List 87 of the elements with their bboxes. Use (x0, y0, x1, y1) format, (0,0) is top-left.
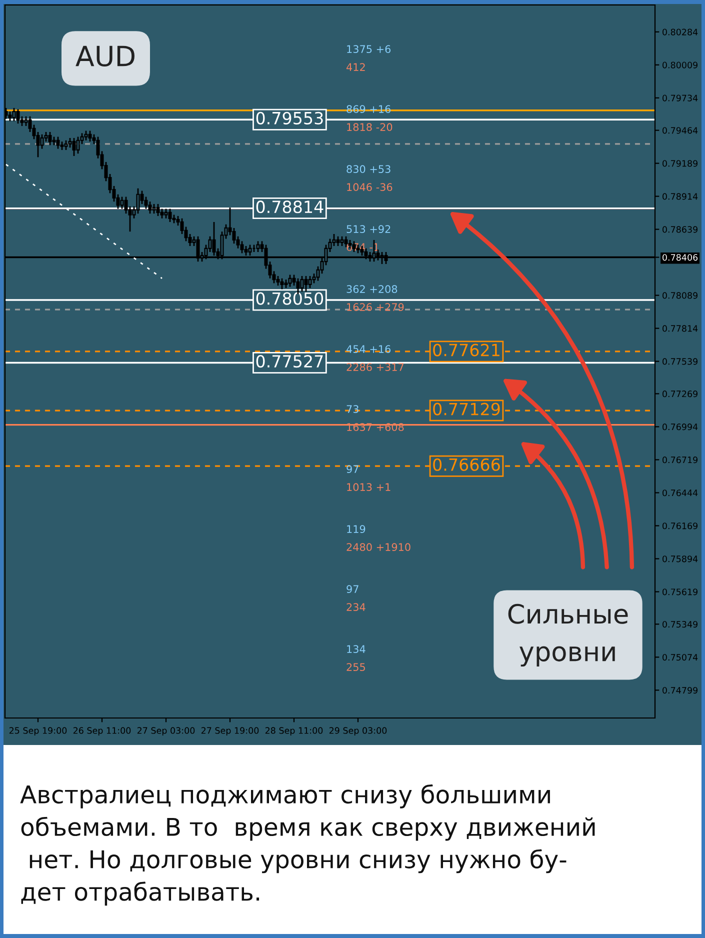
x-tick-label: 27 Sep 19:00 (201, 727, 259, 736)
candlestick (340, 236, 344, 247)
x-tick-label: 27 Sep 03:00 (137, 727, 195, 736)
y-tick-label: 0.76444 (662, 490, 698, 496)
annotation: 362 +208 (346, 285, 398, 294)
y-tick-label: 0.75349 (662, 620, 698, 628)
candlestick (72, 137, 76, 157)
annotation: Сильные уровни (508, 604, 628, 667)
candlestick (76, 136, 80, 154)
candlestick (16, 108, 20, 124)
y-tick-label: 0.80009 (662, 62, 698, 68)
annotation: 1818 -20 (347, 123, 392, 132)
ref-line-label: 0.79553 (256, 112, 323, 124)
annotation: 73 (346, 405, 358, 414)
x-tick-label: 25 Sep 19:00 (9, 727, 67, 736)
y-tick-label: 0.80284 (662, 28, 698, 36)
y-tick-label: 0.79189 (662, 160, 698, 167)
y-tick-label: 0.74799 (662, 686, 698, 694)
candlestick (168, 208, 172, 223)
candlestick (120, 196, 124, 210)
candlestick (8, 110, 12, 122)
y-tick-label: 0.78089 (662, 292, 698, 299)
annotation: 255 (346, 663, 365, 672)
candlestick (24, 116, 28, 127)
ref-line-label: 0.76666 (433, 458, 500, 471)
candlestick (48, 131, 52, 146)
candlestick (88, 130, 92, 142)
candlestick (164, 208, 168, 220)
y-tick-label: 0.78639 (662, 226, 698, 233)
candlestick (160, 208, 164, 220)
annotation: 1637 +608 (347, 423, 404, 432)
y-tick-label: 0.78914 (662, 193, 698, 200)
ref-line-label: 0.77129 (433, 402, 500, 416)
y-tick-label: 0.77269 (662, 390, 698, 398)
x-tick-label: 26 Sep 11:00 (73, 727, 131, 736)
candlestick (84, 130, 88, 142)
ref-line-label: 0.77527 (256, 354, 323, 368)
y-tick-label: 0.79734 (662, 94, 698, 102)
candlestick (152, 203, 156, 214)
y-tick-label: 0.76169 (662, 522, 698, 530)
annotation: 830 +53 (346, 165, 390, 174)
candlestick (288, 274, 292, 288)
candlestick (136, 188, 140, 214)
ref-line-label: 0.78814 (256, 200, 324, 214)
candlestick (276, 275, 280, 286)
candlestick (336, 236, 340, 247)
y-tick-label: 0.75619 (662, 588, 698, 596)
text: Австралиец поджимают снизу большими объемами. В то время как сверху движений нет. Но долговые уровни снизу нужно бу- дет отрабатывать. (20, 784, 595, 906)
candlestick (256, 240, 260, 253)
y-tick-label: 0.76719 (662, 456, 698, 464)
annotation: 2480 +1910 (346, 543, 410, 552)
y-tick-label: 0.77814 (662, 325, 698, 332)
annotation: 1046 -36 (347, 183, 392, 192)
annotation: 1626 +279 (347, 303, 404, 312)
text: AUD (76, 46, 134, 67)
candlestick (280, 278, 284, 290)
annotation: 97 (346, 465, 358, 474)
y-tick-label: 0.76994 (662, 424, 698, 430)
annotation: 2286 +317 (346, 363, 404, 372)
annotation: 1013 +1 (347, 483, 390, 492)
y-tick-label: 0.78406 (662, 254, 698, 261)
y-tick-label: 0.77539 (662, 358, 698, 365)
annotation: 513 +92 (346, 225, 390, 234)
candlestick (240, 240, 244, 254)
annotation: 454 +16 (346, 345, 391, 354)
annotation: 119 (347, 525, 366, 534)
candlestick (64, 140, 68, 151)
x-tick-label: 29 Sep 03:00 (329, 727, 387, 736)
annotation: 1375 +6 (347, 45, 391, 54)
candlestick (156, 203, 160, 217)
candlestick (148, 200, 152, 214)
y-tick-label: 0.75894 (662, 556, 698, 562)
annotation: 134 (347, 645, 366, 654)
candlestick (344, 236, 348, 248)
candlestick (56, 136, 60, 150)
annotation: 234 (346, 603, 366, 612)
candlestick (68, 137, 72, 148)
candlestick (304, 275, 308, 292)
candlestick (40, 134, 44, 150)
annotation: 97 (346, 585, 358, 594)
x-tick-label: 28 Sep 11:00 (265, 727, 323, 736)
y-tick-label: 0.79464 (662, 127, 698, 134)
annotation: 412 (346, 63, 365, 71)
ref-line-label: 0.77621 (433, 344, 500, 356)
ref-line-label: 0.78050 (256, 292, 324, 305)
y-tick-label: 0.75074 (662, 654, 698, 661)
candlestick (12, 107, 16, 122)
